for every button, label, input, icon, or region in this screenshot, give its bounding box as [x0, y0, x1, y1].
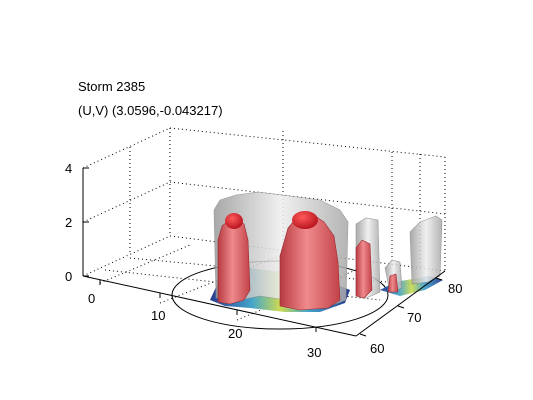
core-isosurfaces — [217, 211, 399, 311]
core-1 — [217, 217, 251, 305]
core-2-top — [292, 211, 318, 229]
y-tick-label: 60 — [370, 341, 384, 356]
y-axis-line — [355, 270, 446, 337]
y-tick-label: 70 — [407, 310, 421, 325]
core-3 — [355, 239, 373, 299]
grid-line — [236, 261, 376, 321]
core-4 — [387, 273, 399, 293]
box-edge — [169, 127, 446, 158]
core-2 — [279, 213, 341, 311]
tick-labels: 4 2 0 0 10 20 30 60 70 80 — [65, 161, 462, 360]
grid-line — [129, 257, 421, 286]
x-tick-label: 0 — [88, 291, 95, 306]
x-tick-label: 20 — [228, 326, 242, 341]
core-1-top — [225, 213, 243, 229]
grid-line — [99, 244, 191, 284]
box-edge — [82, 127, 171, 169]
grid-line — [82, 235, 171, 277]
plot-subtitle: (U,V) (3.0596,-0.043217) — [78, 103, 223, 118]
envelope-right — [409, 215, 443, 285]
plot-title: Storm 2385 — [78, 79, 146, 94]
x-tick-label: 30 — [307, 345, 321, 360]
z-tick-label: 0 — [65, 269, 72, 284]
y-tick-label: 80 — [448, 281, 462, 296]
axis-lines — [82, 167, 446, 337]
x-axis-line — [82, 275, 357, 337]
z-tick-label: 4 — [65, 161, 72, 176]
x-tick-label: 10 — [151, 308, 165, 323]
grid-line — [82, 181, 171, 223]
z-tick-label: 2 — [65, 215, 72, 230]
